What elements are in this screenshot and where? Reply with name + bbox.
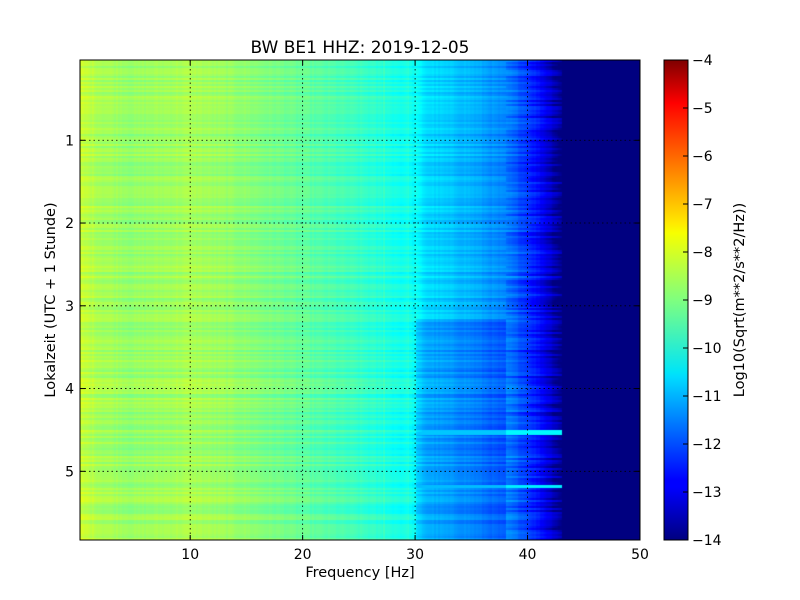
x-tick-label: 40 [519,547,537,563]
colorbar-tick-label: −14 [692,533,722,549]
x-tick-label: 10 [181,547,199,563]
x-tick-label: 20 [294,547,312,563]
colorbar-tick-label: −4 [692,53,713,69]
x-axis-ticks: 10 20 30 40 50 [181,60,649,563]
colorbar-tick-label: −8 [692,245,713,261]
colorbar-tick-label: −12 [692,437,722,453]
colorbar-tick-label: −9 [692,293,713,309]
plot-area [79,59,641,541]
y-tick-label: 2 [65,216,74,232]
x-tick-label: 50 [631,547,649,563]
chart-title: BW BE1 HHZ: 2019-12-05 [250,38,469,58]
colorbar-tick-label: −11 [692,389,722,405]
y-tick-label: 3 [65,299,74,315]
y-axis-ticks: 1 2 3 4 5 [65,133,640,480]
x-axis-label: Frequency [Hz] [305,565,414,581]
colorbar-ticks: −4 −5 −6 −7 −8 −9 −10 −11 −12 −13 −14 [683,53,722,549]
plot-frame [79,59,641,541]
y-axis-label: Lokalzeit (UTC + 1 Stunde) [43,202,59,397]
spectrogram-heatmap [80,60,640,540]
y-tick-label: 5 [65,464,74,480]
colorbar-tick-label: −5 [692,101,713,117]
colorbar-label: Log10(Sqrt(m**2/s**2/Hz)) [732,203,748,397]
y-tick-label: 1 [65,133,74,149]
y-tick-label: 4 [65,382,74,398]
colorbar-tick-label: −6 [692,149,713,165]
colorbar-tick-label: −7 [692,197,713,213]
colorbar-tick-label: −10 [692,341,722,357]
colorbar: −4 −5 −6 −7 −8 −9 −10 −11 −12 −13 −14 Log10(Sqrt(m… [663,53,748,549]
x-tick-label: 30 [406,547,424,563]
colorbar-tick-label: −13 [692,485,722,501]
grid-lines [80,60,640,540]
